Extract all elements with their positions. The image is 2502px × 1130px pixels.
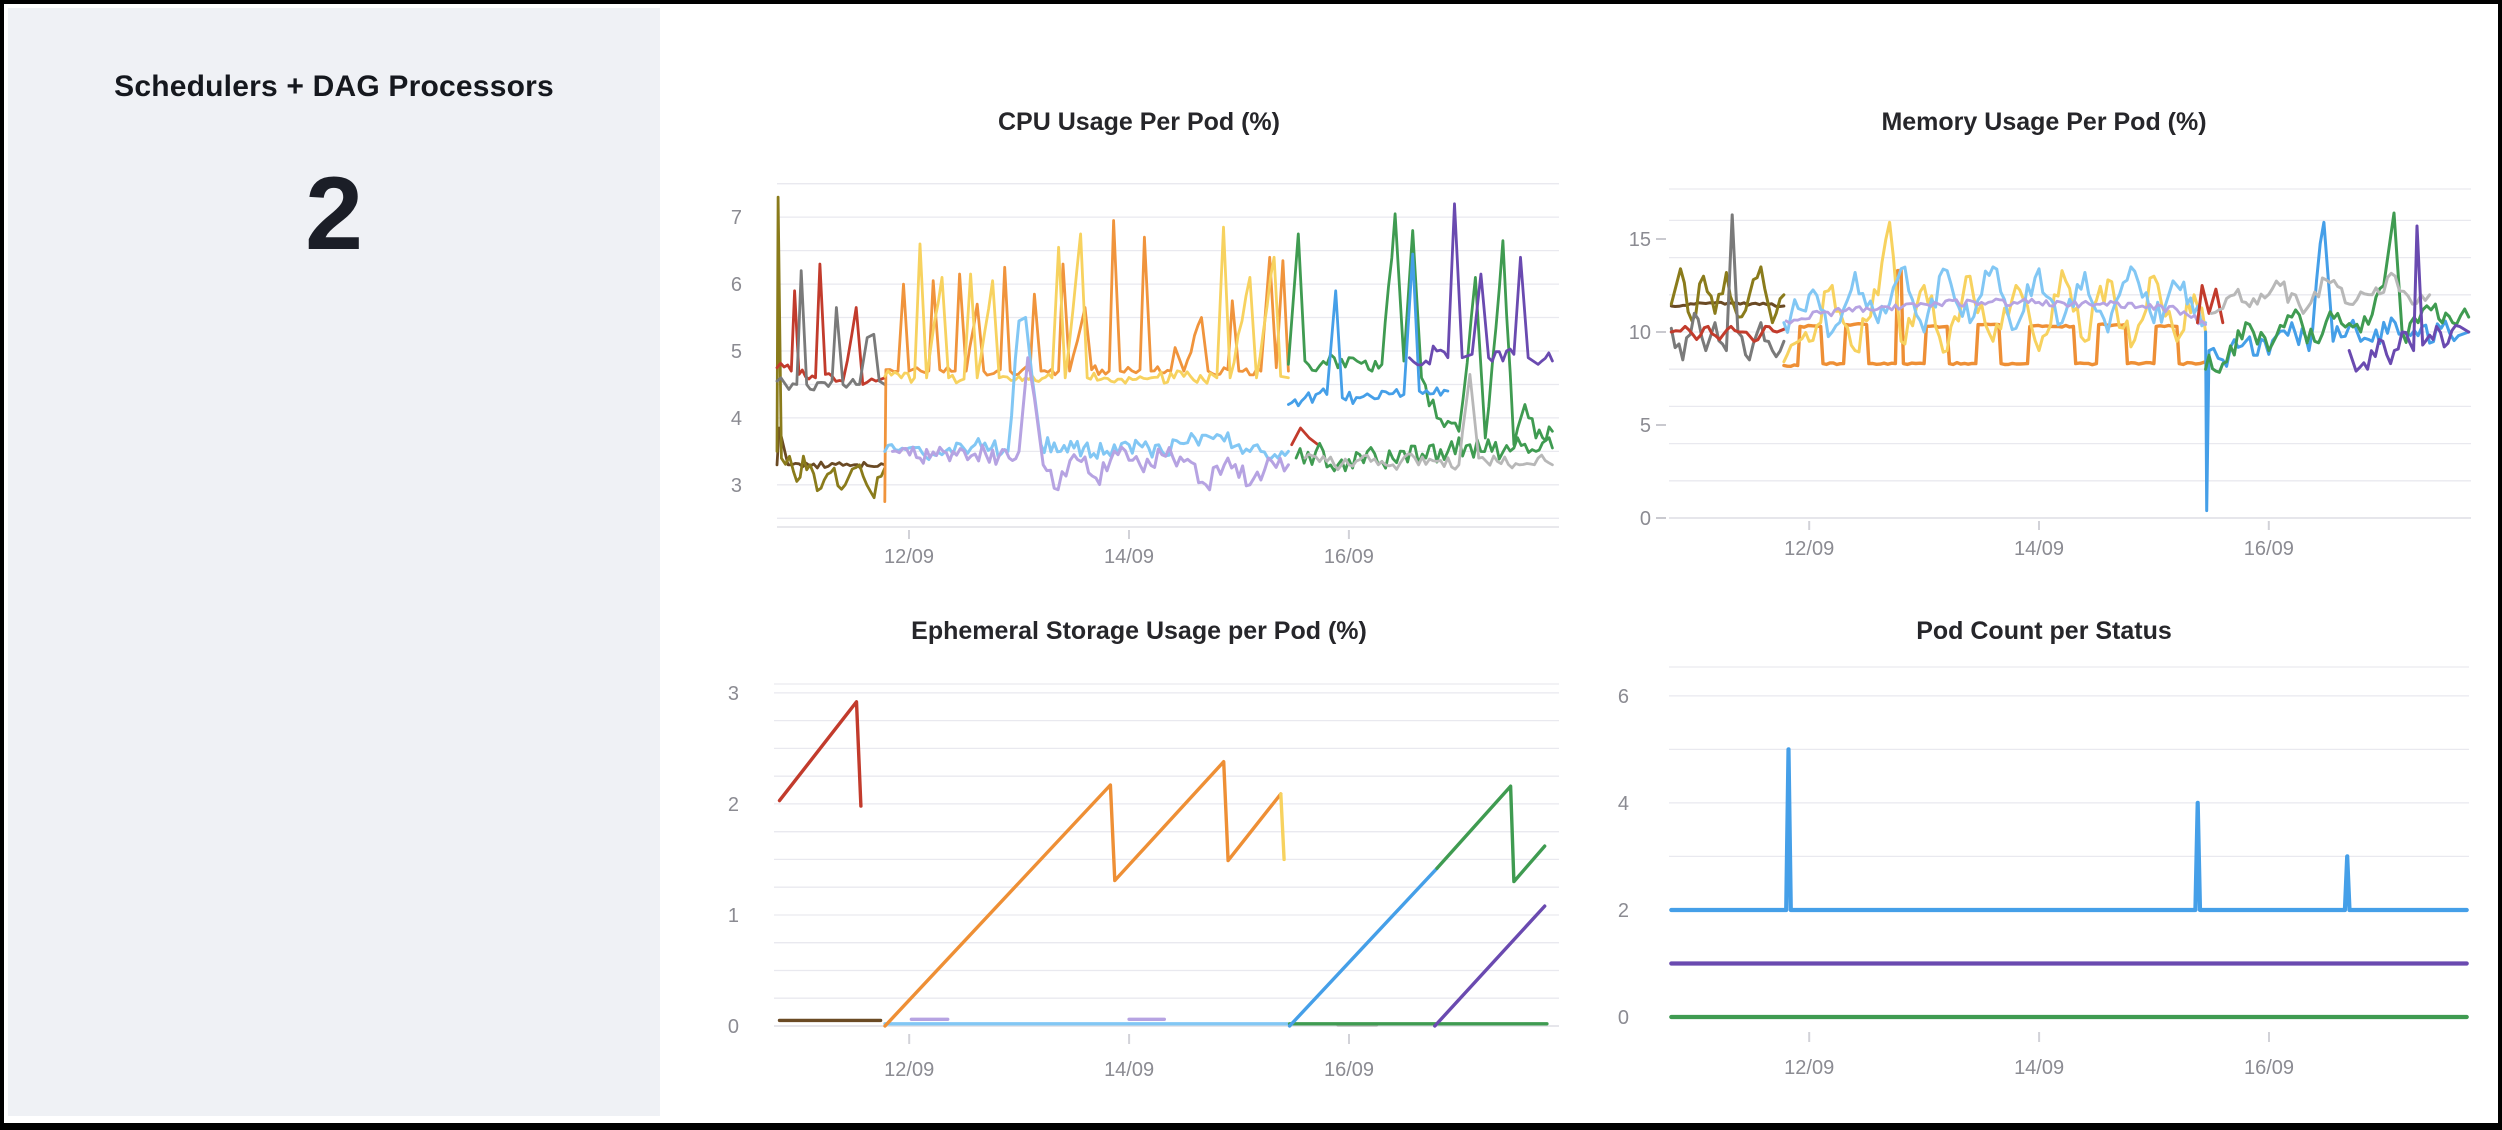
svg-text:4: 4 [731,408,742,430]
summary-panel: Schedulers + DAG Processors 2 [8,8,660,1116]
panel-title: Schedulers + DAG Processors [114,70,554,103]
svg-text:1: 1 [728,905,739,927]
svg-text:16/09: 16/09 [2244,538,2294,560]
svg-text:12/09: 12/09 [1784,538,1834,560]
ephemeral-storage-plot[interactable]: 0 1 2 3 12/09 14/09 16/09 [694,604,1584,1126]
svg-text:6: 6 [1618,686,1629,708]
svg-text:15: 15 [1629,229,1651,251]
chart-title: Ephemeral Storage Usage per Pod (%) [911,617,1367,645]
svg-text:12/09: 12/09 [884,546,934,568]
svg-text:16/09: 16/09 [1324,546,1374,568]
chart-cpu-usage: CPU Usage Per Pod (%) 3 4 5 6 7 12/09 14/09 16/… [694,64,1584,579]
memory-usage-plot[interactable]: 0 5 10 15 12/09 14/09 16/09 [1584,64,2502,579]
svg-text:16/09: 16/09 [2244,1057,2294,1079]
chart-title: Memory Usage Per Pod (%) [1881,108,2207,136]
pod-count-plot[interactable]: 0 2 4 6 12/09 14/09 16/09 [1584,604,2502,1126]
svg-text:3: 3 [728,683,739,705]
panel-value: 2 [305,156,363,272]
svg-text:4: 4 [1618,793,1629,815]
svg-text:14/09: 14/09 [1104,1059,1154,1081]
svg-text:2: 2 [728,794,739,816]
svg-text:16/09: 16/09 [1324,1059,1374,1081]
svg-text:3: 3 [731,475,742,497]
svg-text:2: 2 [1618,900,1629,922]
chart-title: Pod Count per Status [1916,617,2172,645]
chart-pod-count: Pod Count per Status 0 2 4 6 12/09 14/09 16/09 [1584,604,2502,1126]
svg-text:5: 5 [731,341,742,363]
svg-text:12/09: 12/09 [884,1059,934,1081]
svg-text:0: 0 [728,1016,739,1038]
svg-text:14/09: 14/09 [1104,546,1154,568]
svg-text:14/09: 14/09 [2014,1057,2064,1079]
chart-title: CPU Usage Per Pod (%) [997,108,1280,136]
svg-text:10: 10 [1629,322,1651,344]
svg-text:5: 5 [1640,415,1651,437]
chart-ephemeral-storage: Ephemeral Storage Usage per Pod (%) 0 1 2 3… [694,604,1584,1126]
svg-text:7: 7 [731,207,742,229]
chart-memory-usage: Memory Usage Per Pod (%) 0 5 10 15 12/09 14/0… [1584,64,2502,579]
svg-text:12/09: 12/09 [1784,1057,1834,1079]
cpu-usage-plot[interactable]: 3 4 5 6 7 12/09 14/09 16/09 [694,64,1584,579]
svg-text:14/09: 14/09 [2014,538,2064,560]
svg-text:0: 0 [1640,508,1651,530]
svg-text:6: 6 [731,274,742,296]
svg-text:0: 0 [1618,1007,1629,1029]
